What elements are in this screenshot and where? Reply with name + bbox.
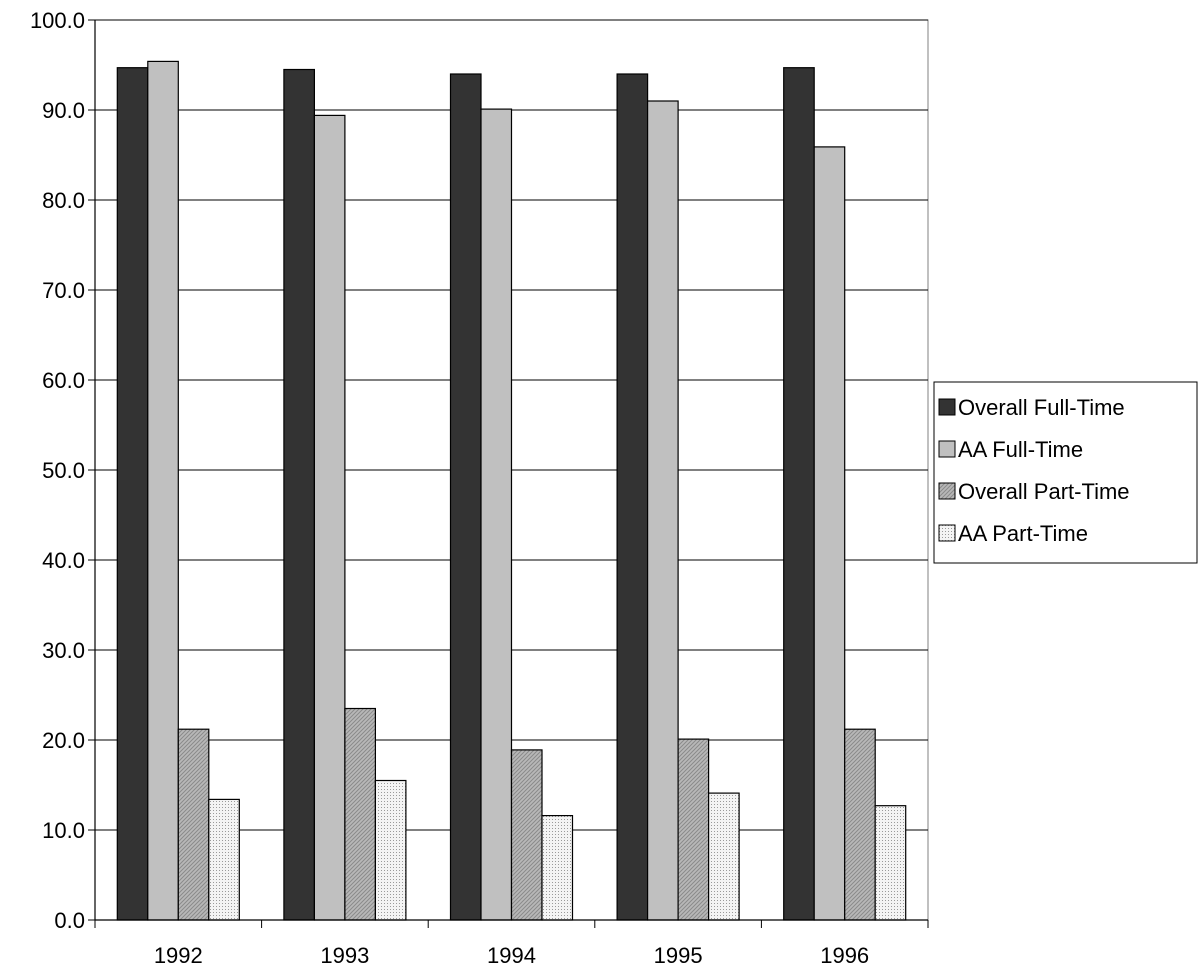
bar-overall-full-time-1995 xyxy=(616,73,649,921)
bar-aa-part-time-1993 xyxy=(374,779,407,921)
y-tick-label: 20.0 xyxy=(42,728,85,753)
bar-aa-full-time-1993 xyxy=(313,114,346,921)
x-axis-ticks: 1992 1993 1994 1995 1996 xyxy=(94,920,929,968)
bar-aa-full-time-1992 xyxy=(147,60,179,921)
bar-aa-part-time-1992 xyxy=(208,798,240,921)
bar-overall-full-time-1992 xyxy=(116,67,149,921)
bar-overall-part-time-1994 xyxy=(510,749,543,921)
bar-aa-full-time-1994 xyxy=(480,108,513,921)
legend-label: AA Part-Time xyxy=(958,521,1088,546)
bar-aa-full-time-1996 xyxy=(813,146,846,921)
legend-swatch xyxy=(938,440,956,458)
y-axis-ticks: 0.0 10.0 20.0 30.0 40.0 50.0 60.0 70.0 80.0 90.0 1… xyxy=(30,8,95,933)
legend-label: Overall Part-Time xyxy=(958,479,1130,504)
x-tick-label: 1996 xyxy=(820,943,869,968)
legend-label: Overall Full-Time xyxy=(958,395,1125,420)
legend-box xyxy=(933,381,1198,564)
legend-swatch xyxy=(938,482,956,500)
bar-aa-full-time-1995 xyxy=(646,100,679,921)
bar-aa-part-time-1995 xyxy=(707,792,740,921)
x-tick-label: 1995 xyxy=(654,943,703,968)
legend: Overall Full-Time AA Full-Time Overall Par… xyxy=(933,381,1198,564)
bar-aa-part-time-1994 xyxy=(541,814,574,921)
y-tick-label: 40.0 xyxy=(42,548,85,573)
bar-aa-part-time-1996 xyxy=(874,805,907,921)
y-tick-label: 80.0 xyxy=(42,188,85,213)
x-tick-label: 1992 xyxy=(154,943,203,968)
bar-overall-part-time-1992 xyxy=(177,728,210,921)
bar-overall-part-time-1996 xyxy=(844,728,876,921)
y-tick-label: 10.0 xyxy=(42,818,85,843)
bar-overall-full-time-1994 xyxy=(449,73,482,921)
y-tick-label: 90.0 xyxy=(42,98,85,123)
bar-overall-part-time-1993 xyxy=(344,707,376,921)
y-tick-label: 30.0 xyxy=(42,638,85,663)
x-tick-label: 1993 xyxy=(320,943,369,968)
legend-swatch xyxy=(938,398,956,416)
bar-overall-full-time-1993 xyxy=(283,68,315,921)
y-tick-label: 70.0 xyxy=(42,278,85,303)
y-tick-label: 50.0 xyxy=(42,458,85,483)
y-tick-label: 60.0 xyxy=(42,368,85,393)
y-tick-label: 100.0 xyxy=(30,8,85,33)
legend-swatch xyxy=(938,524,956,542)
bar-overall-full-time-1996 xyxy=(783,67,815,921)
x-tick-label: 1994 xyxy=(487,943,536,968)
bar-overall-part-time-1995 xyxy=(677,738,710,921)
legend-label: AA Full-Time xyxy=(958,437,1083,462)
y-tick-label: 0.0 xyxy=(54,908,85,933)
